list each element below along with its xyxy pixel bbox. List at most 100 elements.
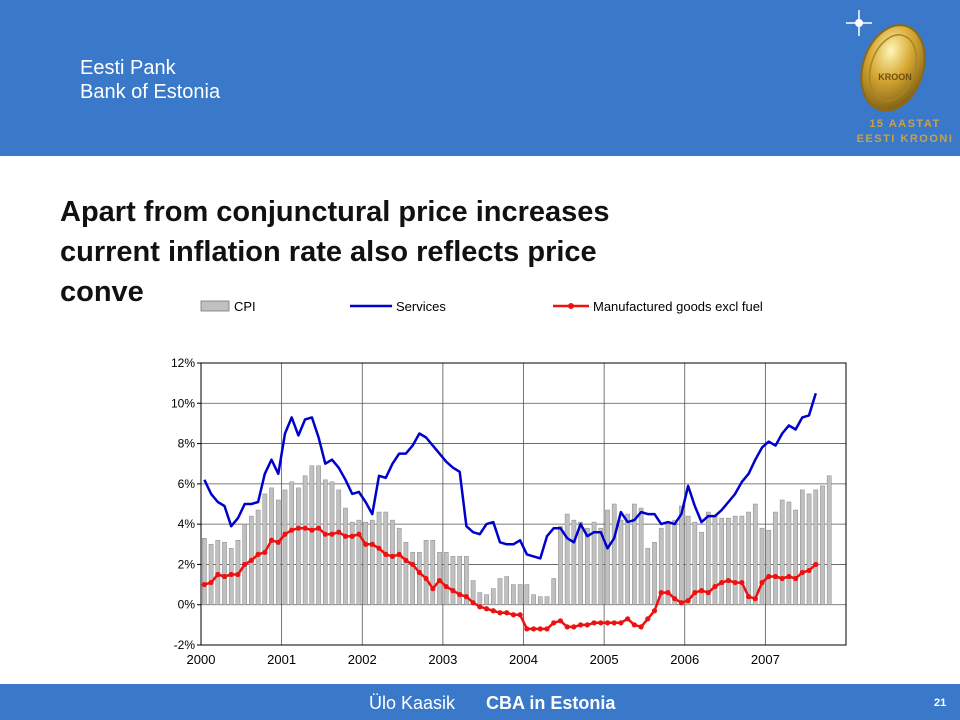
cpi-bar <box>322 479 328 605</box>
manufactured-point <box>745 594 752 600</box>
cpi-bar <box>759 527 765 605</box>
manufactured-point <box>618 620 624 626</box>
cpi-bar <box>309 465 315 605</box>
coin-icon <box>860 24 926 112</box>
cpi-bar <box>484 594 489 605</box>
manufactured-point <box>497 610 503 616</box>
bank-name-estonian: Eesti Pank <box>80 57 176 79</box>
manufactured-point <box>678 600 684 606</box>
cpi-bar <box>739 515 745 605</box>
cpi-bar <box>544 596 550 605</box>
manufactured-point <box>242 561 248 568</box>
cpi-bar <box>571 519 577 605</box>
logo-line-1: 15 AASTAT <box>869 118 940 130</box>
svg-text:KROON: KROON <box>878 72 912 82</box>
manufactured-point <box>363 541 369 547</box>
manufactured-point <box>483 606 490 612</box>
manufactured-point <box>302 525 308 531</box>
cpi-bar <box>208 544 214 605</box>
cpi-bar <box>202 537 207 605</box>
cpi-bar <box>665 523 671 605</box>
cpi-bar <box>591 521 597 605</box>
manufactured-point <box>208 579 214 586</box>
manufactured-point <box>705 590 711 596</box>
cpi-bar <box>766 529 772 605</box>
cpi-bar <box>477 592 483 605</box>
services-line <box>203 392 817 560</box>
legend-marker-manufactured <box>568 303 574 309</box>
manufactured-point <box>571 624 577 630</box>
cpi-bar <box>625 513 630 605</box>
cpi-bar <box>645 548 651 605</box>
manufactured-point <box>698 588 705 594</box>
cpi-bar <box>289 481 295 605</box>
manufactured-point <box>806 567 812 574</box>
manufactured-point <box>423 575 429 582</box>
y-tick-label: -2% <box>174 638 196 652</box>
x-tick-label: 2002 <box>348 652 377 667</box>
manufactured-point <box>416 569 422 576</box>
manufactured-point <box>685 598 691 604</box>
manufactured-point <box>578 622 584 628</box>
manufactured-point <box>557 618 564 624</box>
cpi-bar <box>732 515 738 605</box>
manufactured-point <box>255 551 261 557</box>
x-tick-label: 2000 <box>187 652 216 667</box>
manufactured-point <box>282 531 288 537</box>
manufactured-point <box>329 531 335 537</box>
cpi-bar <box>457 556 463 605</box>
cpi-bar <box>712 515 718 605</box>
manufactured-point <box>477 604 483 610</box>
cpi-bar <box>417 552 422 605</box>
manufactured-point <box>262 549 268 555</box>
kroon-anniversary-logo: KROON 15 AASTAT EESTI KROONI <box>846 10 952 145</box>
footer-author: Ülo Kaasik <box>369 693 456 713</box>
cpi-bar <box>699 531 704 605</box>
cpi-bar <box>363 521 368 605</box>
cpi-bar <box>611 503 617 605</box>
cpi-bar <box>719 517 725 605</box>
cpi-bar <box>443 552 449 605</box>
manufactured-point <box>759 579 765 586</box>
manufactured-point <box>604 620 611 626</box>
inflation-chart: CPI Services Manufactured goods excl fue… <box>146 286 860 686</box>
cpi-bar <box>369 519 375 605</box>
title-line-2: current inflation rate also reflects pri… <box>60 236 597 268</box>
cpi-bar <box>376 511 382 605</box>
footer-course: CBA in Estonia <box>486 693 616 713</box>
manufactured-point <box>779 575 785 582</box>
axes: 12% 10% 8% 6% 4% 2% 0% -2%2000 2001 2002 2003 2004 2… <box>171 356 847 667</box>
cpi-bar <box>584 527 590 605</box>
manufactured-point <box>645 616 651 622</box>
cpi-bar <box>511 584 516 605</box>
manufactured-point <box>658 590 664 596</box>
manufactured-point <box>443 583 449 590</box>
cpi-bar <box>282 489 288 605</box>
footer-bar: Ülo Kaasik CBA in Estonia 21 <box>0 684 960 720</box>
cpi-bar <box>598 527 604 605</box>
manufactured-point <box>651 608 658 614</box>
manufactured-point <box>638 624 644 630</box>
manufactured-point <box>564 624 570 630</box>
manufactured-point <box>430 586 436 592</box>
cpi-bar <box>275 499 281 605</box>
y-tick-label: 6% <box>178 477 196 491</box>
manufactured-point <box>625 616 631 622</box>
manufactured-point <box>672 596 678 602</box>
x-tick-label: 2004 <box>509 652 538 667</box>
cpi-bar <box>343 507 348 605</box>
y-tick-label: 10% <box>171 396 195 410</box>
cpi-bar <box>746 511 751 605</box>
manufactured-point <box>530 626 537 632</box>
cpi-bar <box>632 503 637 605</box>
cpi-bar <box>356 519 362 605</box>
manufactured-point <box>813 561 819 568</box>
cpi-bar <box>793 509 798 605</box>
manufactured-point <box>712 583 718 590</box>
manufactured-point <box>356 531 362 537</box>
slide-title: Apart from conjunctural price increases … <box>60 192 920 312</box>
cpi-bar <box>296 487 301 605</box>
chart-svg: CPI Services Manufactured goods excl fue… <box>171 299 847 667</box>
cpi-bar <box>423 540 429 605</box>
manufactured-point <box>584 622 590 628</box>
